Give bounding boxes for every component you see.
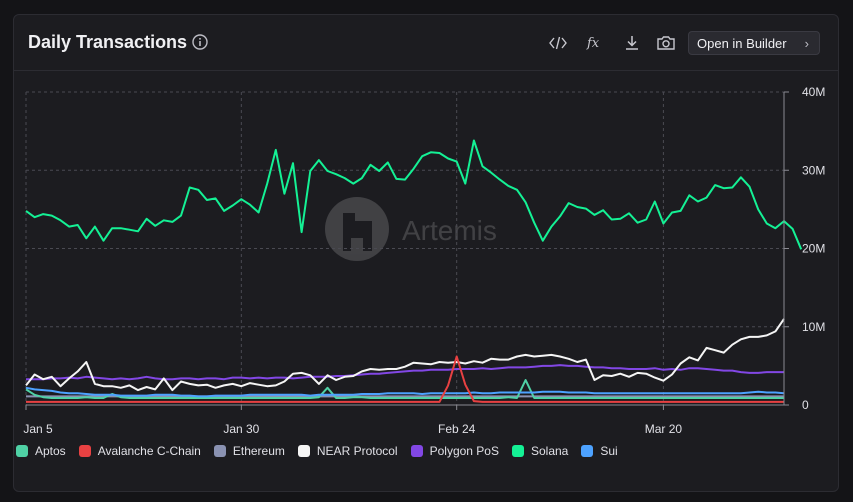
x-tick-label: Jan 30 — [223, 422, 259, 436]
watermark: Artemis — [325, 197, 497, 261]
formula-icon[interactable]: fx — [584, 32, 606, 54]
chevron-right-icon: › — [804, 36, 809, 51]
chart-card: Daily Transactions fx Open in Builder › — [13, 14, 839, 492]
series-line-avalanche-c-chain[interactable] — [26, 355, 784, 403]
legend-item-sui[interactable]: Sui — [581, 444, 618, 458]
camera-icon[interactable] — [655, 32, 677, 54]
legend-swatch — [213, 445, 226, 457]
legend-label: Ethereum — [232, 444, 285, 458]
svg-text:fx: fx — [586, 36, 600, 51]
legend-swatch — [410, 445, 423, 457]
download-icon[interactable] — [621, 32, 643, 54]
legend: Aptos Avalanche C-Chain Ethereum NEAR Proto… — [16, 442, 631, 460]
chart-title: Daily Transactions — [28, 32, 188, 52]
x-tick-label: Jan 5 — [23, 422, 53, 436]
legend-item-polygon-pos[interactable]: Polygon PoS — [410, 444, 499, 458]
legend-label: Polygon PoS — [429, 444, 499, 458]
y-tick-label: 40M — [802, 85, 825, 99]
series-line-near-protocol[interactable] — [25, 318, 785, 392]
legend-item-avalanche-c-chain[interactable]: Avalanche C-Chain — [78, 444, 201, 458]
series-line-sui[interactable] — [25, 386, 785, 398]
legend-item-ethereum[interactable]: Ethereum — [213, 444, 285, 458]
x-tick-label: Feb 24 — [438, 422, 476, 436]
legend-label: NEAR Protocol — [316, 444, 398, 458]
y-tick-label: 0 — [802, 398, 809, 412]
series-line-polygon-pos[interactable] — [26, 364, 784, 381]
legend-label: Avalanche C-Chain — [97, 444, 201, 458]
y-tick-label: 20M — [802, 242, 825, 256]
info-icon[interactable] — [192, 34, 208, 50]
legend-item-near-protocol[interactable]: NEAR Protocol — [297, 444, 398, 458]
y-tick-label: 10M — [802, 320, 825, 334]
legend-item-aptos[interactable]: Aptos — [16, 444, 66, 458]
legend-swatch — [297, 445, 310, 457]
legend-label: Aptos — [35, 444, 66, 458]
legend-swatch — [511, 445, 524, 457]
open-in-builder-label: Open in Builder — [697, 35, 787, 51]
legend-swatch — [16, 445, 28, 457]
series-line-solana[interactable] — [25, 139, 803, 250]
legend-label: Solana — [530, 444, 569, 458]
legend-swatch — [78, 445, 91, 457]
series-line-aptos[interactable] — [25, 379, 784, 399]
y-tick-label: 30M — [802, 163, 825, 177]
legend-item-solana[interactable]: Solana — [511, 444, 569, 458]
watermark-text: Artemis — [402, 215, 497, 246]
legend-swatch — [581, 445, 594, 457]
card-header: Daily Transactions fx Open in Builder › — [14, 15, 838, 71]
code-icon[interactable] — [547, 32, 569, 54]
x-tick-label: Mar 20 — [645, 422, 683, 436]
open-in-builder-button[interactable]: Open in Builder › — [688, 31, 820, 55]
legend-label: Sui — [600, 444, 618, 458]
